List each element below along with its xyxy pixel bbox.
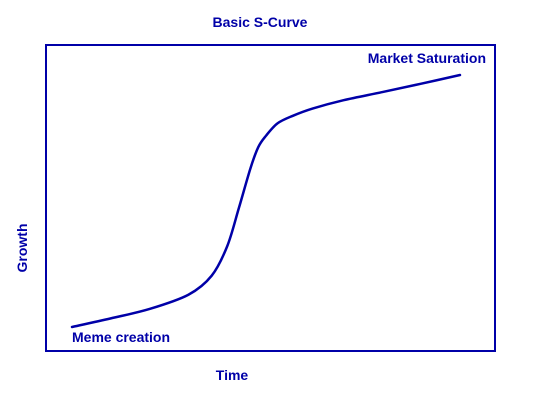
series-layer bbox=[70, 73, 462, 329]
s-curve-line bbox=[70, 73, 462, 329]
plot-frame bbox=[45, 44, 496, 352]
y-axis-label: Growth bbox=[14, 224, 30, 273]
annotation-market-saturation: Market Saturation bbox=[368, 50, 486, 66]
annotation-layer: Meme creation Market Saturation bbox=[72, 50, 486, 345]
chart-title: Basic S-Curve bbox=[213, 14, 308, 30]
annotation-meme-creation: Meme creation bbox=[72, 329, 170, 345]
x-axis-label: Time bbox=[216, 367, 249, 383]
